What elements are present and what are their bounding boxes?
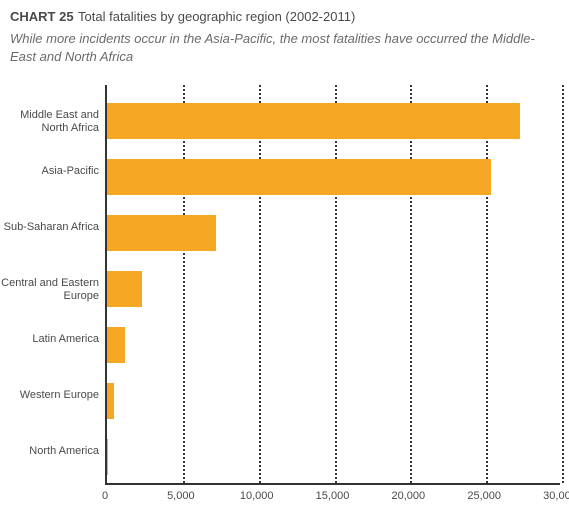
- x-tick-label: 15,000: [316, 490, 350, 502]
- gridline: [562, 85, 564, 483]
- gridline: [410, 85, 412, 483]
- x-tick-label: 10,000: [240, 490, 274, 502]
- gridline: [335, 85, 337, 483]
- chart-number: CHART 25: [10, 9, 74, 24]
- gridline: [486, 85, 488, 483]
- gridline: [183, 85, 185, 483]
- category-label: Latin America: [0, 333, 99, 346]
- bar: [107, 215, 216, 251]
- gridline: [259, 85, 261, 483]
- chart-header: CHART 25 Total fatalities by geographic …: [0, 0, 569, 30]
- plot-area: [105, 85, 560, 485]
- bar: [107, 439, 108, 475]
- category-label: Western Europe: [0, 389, 99, 402]
- chart-subtitle: While more incidents occur in the Asia-P…: [0, 30, 569, 65]
- category-label: Central and Eastern Europe: [0, 277, 99, 303]
- y-axis: Middle East and North Africa Asia-Pacific…: [0, 85, 105, 485]
- bar: [107, 327, 125, 363]
- x-tick-label: 20,000: [392, 490, 426, 502]
- x-tick-label: 5,000: [167, 490, 195, 502]
- chart-title: Total fatalities by geographic region (2…: [78, 9, 355, 24]
- x-tick-label: 25,000: [467, 490, 501, 502]
- bar: [107, 103, 520, 139]
- bar: [107, 271, 142, 307]
- bar: [107, 383, 114, 419]
- category-label: North America: [0, 445, 99, 458]
- bar: [107, 159, 491, 195]
- category-label: Middle East and North Africa: [0, 109, 99, 135]
- chart-plot: Middle East and North Africa Asia-Pacific…: [0, 85, 569, 515]
- category-label: Sub-Saharan Africa: [0, 221, 99, 234]
- x-tick-label: 30,000: [543, 490, 569, 502]
- x-tick-label: 0: [102, 490, 108, 502]
- category-label: Asia-Pacific: [0, 165, 99, 178]
